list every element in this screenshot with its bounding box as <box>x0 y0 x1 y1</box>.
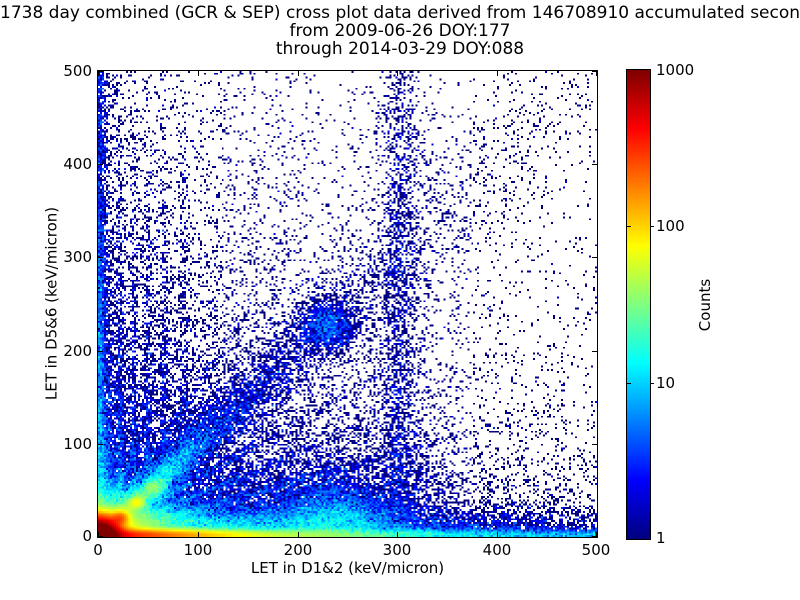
y-axis-tick-right <box>592 71 597 72</box>
plot-area <box>97 70 598 538</box>
x-axis-tick-top <box>596 71 597 76</box>
y-axis-tick-right <box>592 351 597 352</box>
x-tick-label: 400 <box>482 541 512 559</box>
y-tick-label: 400 <box>63 155 92 173</box>
x-tick-label: 0 <box>93 541 103 559</box>
x-axis-tick-bottom <box>497 532 498 537</box>
x-axis-tick-top <box>298 71 299 76</box>
y-axis-tick-right <box>592 444 597 445</box>
x-axis-tick-top <box>497 71 498 76</box>
colorbar-tick-label: 100 <box>656 217 685 235</box>
y-axis-tick-left <box>98 536 103 537</box>
y-axis-tick-left <box>98 71 103 72</box>
heatmap-canvas <box>98 71 597 537</box>
y-tick-label: 300 <box>63 248 92 266</box>
y-axis-tick-left <box>98 257 103 258</box>
chart-title-line-2: from 2009-06-26 DOY:177 <box>289 20 511 41</box>
chart-title: 1738 day combined (GCR & SEP) cross plot… <box>0 5 800 58</box>
x-tick-label: 100 <box>183 541 213 559</box>
colorbar-canvas <box>627 70 650 539</box>
y-tick-label: 500 <box>63 62 92 80</box>
x-tick-label: 500 <box>581 541 611 559</box>
y-axis-tick-right <box>592 536 597 537</box>
chart-title-line-1: 1738 day combined (GCR & SEP) cross plot… <box>0 5 800 23</box>
y-axis-tick-left <box>98 164 103 165</box>
y-axis-label: LET in D5&6 (keV/micron) <box>42 206 61 401</box>
colorbar <box>626 69 654 540</box>
colorbar-tick-inner <box>627 383 631 384</box>
x-axis-tick-bottom <box>596 532 597 537</box>
colorbar-tick <box>650 226 654 227</box>
x-axis-tick-bottom <box>98 532 99 537</box>
x-axis-tick-top <box>98 71 99 76</box>
x-tick-label: 300 <box>382 541 412 559</box>
y-axis-tick-right <box>592 257 597 258</box>
y-tick-label: 0 <box>82 527 92 545</box>
x-tick-label: 200 <box>283 541 313 559</box>
colorbar-tick <box>650 383 654 384</box>
x-axis-label: LET in D1&2 (keV/micron) <box>250 559 445 577</box>
x-axis-tick-bottom <box>198 532 199 537</box>
colorbar-tick-label: 1 <box>656 529 666 547</box>
colorbar-tick-label: 1000 <box>656 61 695 79</box>
y-tick-label: 200 <box>63 342 92 360</box>
x-axis-tick-top <box>397 71 398 76</box>
y-axis-tick-right <box>592 164 597 165</box>
colorbar-tick-inner <box>627 226 631 227</box>
x-axis-tick-bottom <box>397 532 398 537</box>
y-axis-tick-left <box>98 351 103 352</box>
y-tick-label: 100 <box>63 435 92 453</box>
chart-title-line-3: through 2014-03-29 DOY:088 <box>275 38 525 59</box>
y-axis-tick-left <box>98 444 103 445</box>
x-axis-tick-bottom <box>298 532 299 537</box>
x-axis-tick-top <box>198 71 199 76</box>
colorbar-tick-label: 10 <box>656 374 676 392</box>
